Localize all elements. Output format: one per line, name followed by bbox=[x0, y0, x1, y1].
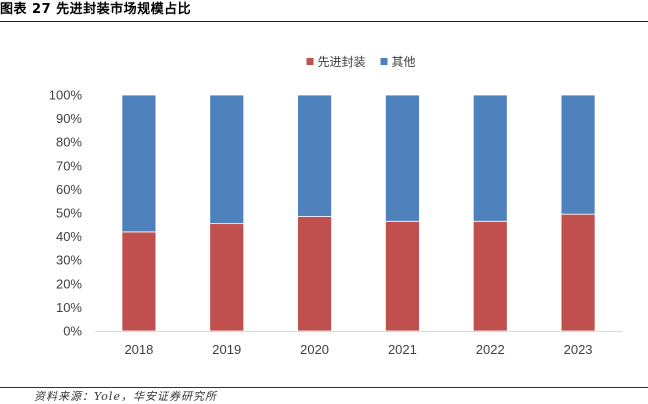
bottom-rule bbox=[0, 387, 648, 388]
y-tick-label: 0% bbox=[63, 324, 82, 339]
bar-segment-advanced-packaging bbox=[385, 220, 420, 332]
x-tick-label: 2021 bbox=[388, 342, 417, 357]
bar-segment-advanced-packaging bbox=[121, 231, 157, 332]
x-tick-label: 2023 bbox=[564, 342, 593, 357]
legend-swatch bbox=[380, 58, 388, 65]
bars-group bbox=[121, 94, 596, 332]
stacked-bar-chart: 先进封装 其他 0% 10% 20% 30% 40% 50% 60% 70% 80% 90% 100%… bbox=[49, 55, 622, 357]
chart-legend: 先进封装 其他 bbox=[306, 55, 416, 69]
bar-segment-other bbox=[472, 94, 508, 222]
x-tick-label: 2018 bbox=[124, 342, 153, 357]
bar-segment-other bbox=[385, 94, 420, 222]
y-tick-label: 70% bbox=[56, 158, 82, 173]
bar-segment-advanced-packaging bbox=[297, 216, 332, 332]
source-note: 资料来源：Yole，华安证券研究所 bbox=[34, 390, 217, 403]
legend-label: 其他 bbox=[392, 55, 416, 69]
y-tick-label: 80% bbox=[56, 135, 82, 150]
y-tick-label: 10% bbox=[56, 300, 82, 315]
y-tick-label: 40% bbox=[56, 229, 82, 244]
y-axis: 0% 10% 20% 30% 40% 50% 60% 70% 80% 90% 100% bbox=[49, 88, 83, 339]
y-tick-label: 60% bbox=[56, 182, 82, 197]
bar-segment-other bbox=[297, 94, 332, 217]
legend-swatch bbox=[306, 58, 314, 65]
y-tick-label: 90% bbox=[56, 111, 82, 126]
y-tick-label: 30% bbox=[56, 253, 82, 268]
legend-label: 先进封装 bbox=[318, 55, 366, 69]
x-axis: 2018 2019 2020 2021 2022 2023 bbox=[124, 342, 592, 357]
x-tick-label: 2022 bbox=[476, 342, 505, 357]
bar-segment-other bbox=[121, 94, 157, 233]
y-tick-label: 100% bbox=[49, 88, 83, 103]
x-tick-label: 2019 bbox=[212, 342, 241, 357]
y-tick-label: 20% bbox=[56, 276, 82, 291]
bar-segment-advanced-packaging bbox=[209, 223, 245, 332]
bar-segment-other bbox=[209, 94, 245, 225]
y-tick-label: 50% bbox=[56, 206, 82, 221]
figure-title: 图表 27 先进封装市场规模占比 bbox=[0, 2, 192, 17]
bar-segment-advanced-packaging bbox=[560, 213, 596, 332]
bar-segment-other bbox=[560, 94, 596, 215]
bar-segment-advanced-packaging bbox=[472, 220, 508, 332]
title-rule bbox=[0, 21, 648, 22]
x-tick-label: 2020 bbox=[300, 342, 329, 357]
